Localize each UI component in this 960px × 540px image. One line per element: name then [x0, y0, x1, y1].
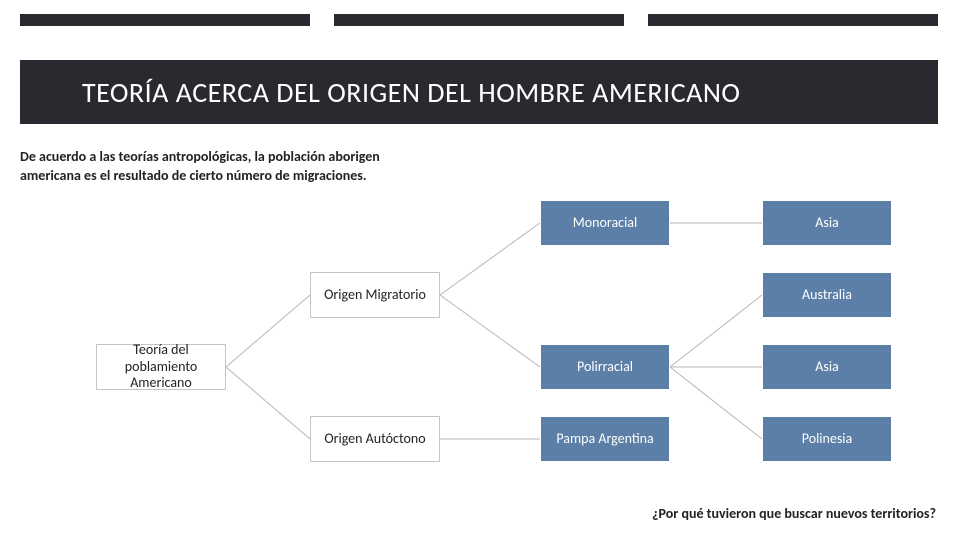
diagram-node-mono: Monoracial [540, 200, 670, 246]
diagram-node-asia1: Asia [762, 200, 892, 246]
accent-bar [648, 14, 938, 26]
page-title: TEORÍA ACERCA DEL ORIGEN DEL HOMBRE AMER… [82, 75, 740, 110]
intro-paragraph: De acuerdo a las teorías antropológicas,… [20, 148, 435, 186]
diagram-node-poli: Polirracial [540, 344, 670, 390]
slide: TEORÍA ACERCA DEL ORIGEN DEL HOMBRE AMER… [0, 0, 960, 540]
diagram-node-mig: Origen Migratorio [310, 272, 440, 318]
accent-bar [334, 14, 624, 26]
diagram-node-asia2: Asia [762, 344, 892, 390]
diagram-node-australia: Australia [762, 272, 892, 318]
diagram-node-root: Teoría del poblamiento Americano [96, 344, 226, 390]
footer-question: ¿Por qué tuvieron que buscar nuevos terr… [652, 505, 936, 522]
accent-bar [20, 14, 310, 26]
diagram-node-pampa: Pampa Argentina [540, 416, 670, 462]
title-band: TEORÍA ACERCA DEL ORIGEN DEL HOMBRE AMER… [20, 60, 938, 124]
diagram-node-polinesia: Polinesia [762, 416, 892, 462]
diagram-node-aut: Origen Autóctono [310, 416, 440, 462]
